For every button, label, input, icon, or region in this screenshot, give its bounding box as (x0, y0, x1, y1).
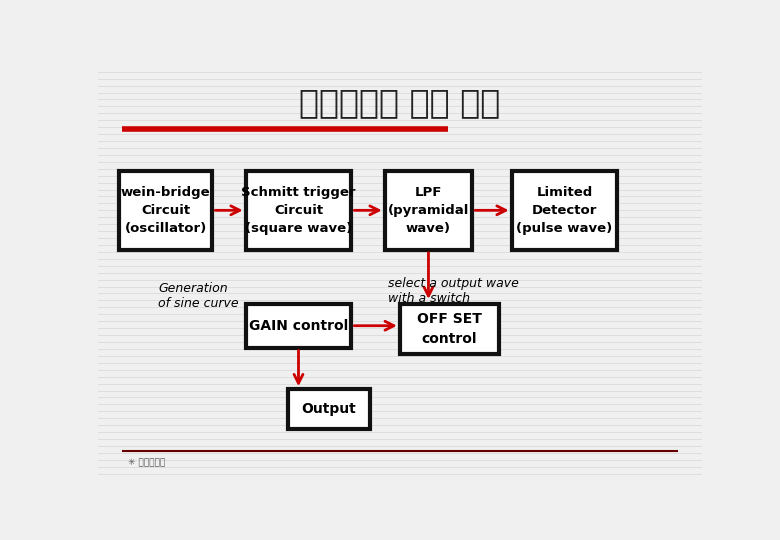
FancyBboxPatch shape (288, 389, 370, 429)
FancyBboxPatch shape (512, 171, 618, 250)
Text: 함수발생기 작동 원리: 함수발생기 작동 원리 (299, 86, 501, 119)
Text: Schmitt trigger
Circuit
(square wave): Schmitt trigger Circuit (square wave) (241, 186, 356, 235)
Text: select a output wave
with a switch: select a output wave with a switch (388, 278, 519, 306)
Text: ✳ 함은대학교: ✳ 함은대학교 (128, 458, 165, 468)
Text: Limited
Detector
(pulse wave): Limited Detector (pulse wave) (516, 186, 612, 235)
FancyBboxPatch shape (385, 171, 473, 250)
FancyBboxPatch shape (119, 171, 212, 250)
Text: wein-bridge
Circuit
(oscillator): wein-bridge Circuit (oscillator) (121, 186, 211, 235)
FancyBboxPatch shape (246, 171, 351, 250)
Text: LPF
(pyramidal
wave): LPF (pyramidal wave) (388, 186, 469, 235)
Text: GAIN control: GAIN control (249, 319, 348, 333)
Text: OFF SET
control: OFF SET control (417, 312, 482, 346)
FancyBboxPatch shape (246, 304, 351, 348)
FancyBboxPatch shape (399, 304, 499, 354)
Text: Output: Output (301, 402, 356, 416)
Text: Generation
of sine curve: Generation of sine curve (158, 281, 239, 309)
